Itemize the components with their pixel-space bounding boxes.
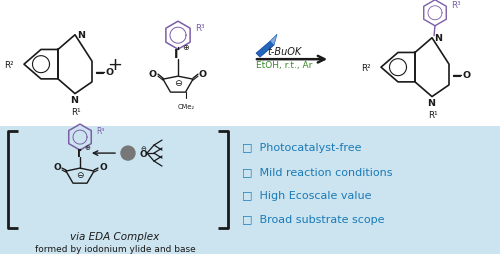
Text: formed by iodonium ylide and base: formed by iodonium ylide and base — [34, 244, 196, 252]
Text: R³: R³ — [195, 24, 204, 33]
Text: O: O — [199, 69, 207, 78]
Circle shape — [121, 147, 135, 161]
Text: N: N — [77, 31, 85, 40]
Text: O: O — [463, 71, 471, 80]
Bar — [0, 0, 500, 126]
Text: R³: R³ — [96, 126, 104, 135]
Text: O: O — [139, 149, 147, 158]
Text: t-BuOK: t-BuOK — [267, 47, 301, 57]
Text: □  Mild reaction conditions: □ Mild reaction conditions — [242, 166, 392, 176]
Text: N: N — [427, 98, 435, 107]
Text: O: O — [99, 162, 107, 171]
Text: R³: R³ — [451, 1, 460, 10]
Text: CMe₂: CMe₂ — [178, 104, 195, 110]
Polygon shape — [256, 42, 274, 58]
Text: O: O — [53, 162, 61, 171]
Text: +: + — [108, 56, 122, 74]
Text: I: I — [77, 149, 81, 158]
Text: □  High Ecoscale value: □ High Ecoscale value — [242, 190, 372, 200]
Text: ⊖: ⊖ — [140, 146, 146, 151]
Text: R²: R² — [362, 64, 371, 72]
Text: via EDA Complex: via EDA Complex — [70, 231, 160, 241]
Text: N: N — [70, 95, 78, 104]
Text: O: O — [106, 68, 114, 77]
Text: ⊕: ⊕ — [84, 145, 90, 151]
Text: ⊖: ⊖ — [76, 170, 84, 179]
Text: □  Broad substrate scope: □ Broad substrate scope — [242, 214, 384, 224]
Bar — [0, 126, 500, 254]
Text: R¹: R¹ — [71, 107, 81, 116]
Text: R²: R² — [4, 60, 14, 69]
Text: R¹: R¹ — [428, 110, 438, 119]
Text: ⊖: ⊖ — [174, 78, 182, 87]
Text: N: N — [434, 34, 442, 43]
Text: EtOH, r.t., Ar: EtOH, r.t., Ar — [256, 60, 312, 69]
Text: I: I — [174, 47, 178, 60]
Text: O: O — [149, 69, 157, 78]
Text: ⊕: ⊕ — [182, 42, 190, 52]
Polygon shape — [270, 35, 277, 46]
Text: □  Photocatalyst-free: □ Photocatalyst-free — [242, 142, 362, 152]
